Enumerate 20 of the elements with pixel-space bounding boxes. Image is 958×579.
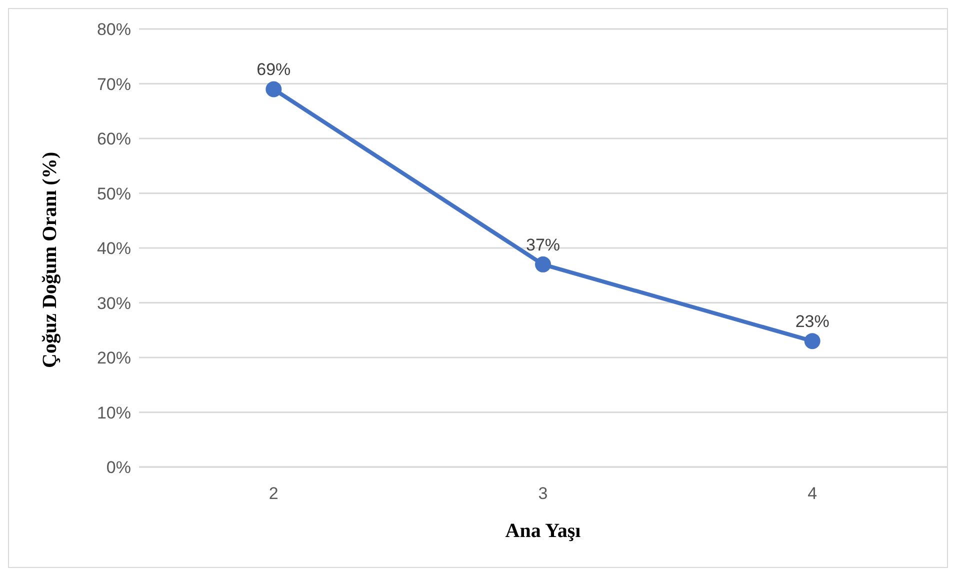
data-label: 23% [795, 312, 830, 332]
y-axis-title: Çoğuz Doğum Oranı (%) [39, 152, 62, 368]
y-tick-label: 20% [96, 348, 131, 368]
y-tick-label: 70% [96, 74, 131, 94]
y-tick-label: 10% [96, 403, 131, 422]
point [266, 81, 282, 98]
x-tick-label: 3 [538, 484, 548, 504]
data-label: 69% [256, 60, 291, 80]
point [804, 333, 820, 350]
y-tick-label: 0% [106, 458, 131, 478]
y-tick-label: 40% [96, 239, 131, 258]
point [535, 256, 551, 272]
y-tick-label: 80% [96, 20, 131, 40]
y-tick-label: 50% [96, 184, 131, 204]
y-tick-label: 60% [96, 130, 131, 149]
y-tick-label: 30% [96, 294, 131, 313]
x-tick-label: 2 [268, 484, 278, 504]
x-tick-label: 4 [808, 484, 818, 504]
x-axis-title: Ana Yaşı [505, 520, 582, 542]
data-label: 37% [526, 235, 560, 254]
